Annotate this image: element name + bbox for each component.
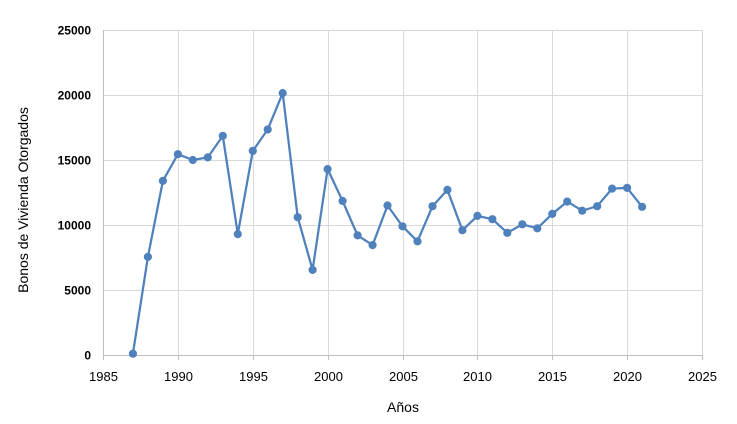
gridlines: [103, 30, 703, 355]
data-point: [158, 176, 167, 185]
x-tick-label: 2020: [613, 369, 642, 384]
data-point: [488, 215, 497, 224]
data-point: [548, 209, 557, 218]
y-tick-label: 20000: [58, 89, 92, 103]
y-tick-label: 5000: [64, 284, 91, 298]
y-tick-label: 25000: [58, 24, 92, 38]
data-point: [398, 222, 407, 231]
data-point: [263, 125, 272, 134]
data-point: [308, 265, 317, 274]
data-point: [218, 131, 227, 140]
data-point: [353, 231, 362, 240]
x-tick-label: 2000: [314, 369, 343, 384]
series-line: [131, 91, 643, 354]
data-point: [533, 224, 542, 233]
y-tick-label: 15000: [58, 154, 92, 168]
x-tick-label: 1990: [164, 369, 193, 384]
x-tick-label: 1985: [89, 369, 118, 384]
series: [128, 89, 647, 358]
data-point: [143, 252, 152, 261]
x-tick-label: 2005: [389, 369, 418, 384]
x-tick-labels: 1985 1990 1995 2000 2005 2010 2015 2020 2025: [89, 369, 717, 384]
data-point: [278, 89, 287, 98]
data-point: [293, 213, 302, 222]
data-point: [578, 206, 587, 215]
data-point: [128, 349, 137, 358]
x-axis-title: Años: [387, 399, 419, 415]
y-tick-label: 10000: [58, 219, 92, 233]
y-tick-label: 0: [84, 349, 91, 363]
data-point: [203, 153, 212, 162]
data-point: [563, 197, 572, 206]
x-tick-label: 2015: [538, 369, 567, 384]
data-point: [503, 228, 512, 237]
x-tick-label: 2010: [463, 369, 492, 384]
data-point: [248, 146, 257, 155]
x-tick-label: 1995: [239, 369, 268, 384]
y-axis-title: Bonos de Vivienda Otorgados: [15, 107, 31, 293]
y-tick-labels: 0 5000 10000 15000 20000 25000: [58, 24, 92, 363]
data-point: [443, 185, 452, 194]
data-point: [188, 155, 197, 165]
data-point: [323, 165, 332, 174]
data-point: [233, 230, 242, 239]
x-tick-label: 2025: [688, 369, 717, 384]
data-point: [383, 201, 392, 210]
data-point: [518, 220, 527, 229]
data-point: [593, 202, 602, 211]
data-point: [458, 226, 467, 235]
data-point: [623, 183, 632, 192]
axes: [103, 30, 703, 360]
data-point: [338, 196, 347, 206]
data-point: [608, 184, 617, 193]
data-point: [413, 237, 422, 246]
data-point: [173, 150, 182, 159]
data-point: [638, 202, 647, 211]
data-point: [428, 202, 437, 211]
data-point: [473, 211, 482, 220]
data-point: [368, 241, 377, 250]
